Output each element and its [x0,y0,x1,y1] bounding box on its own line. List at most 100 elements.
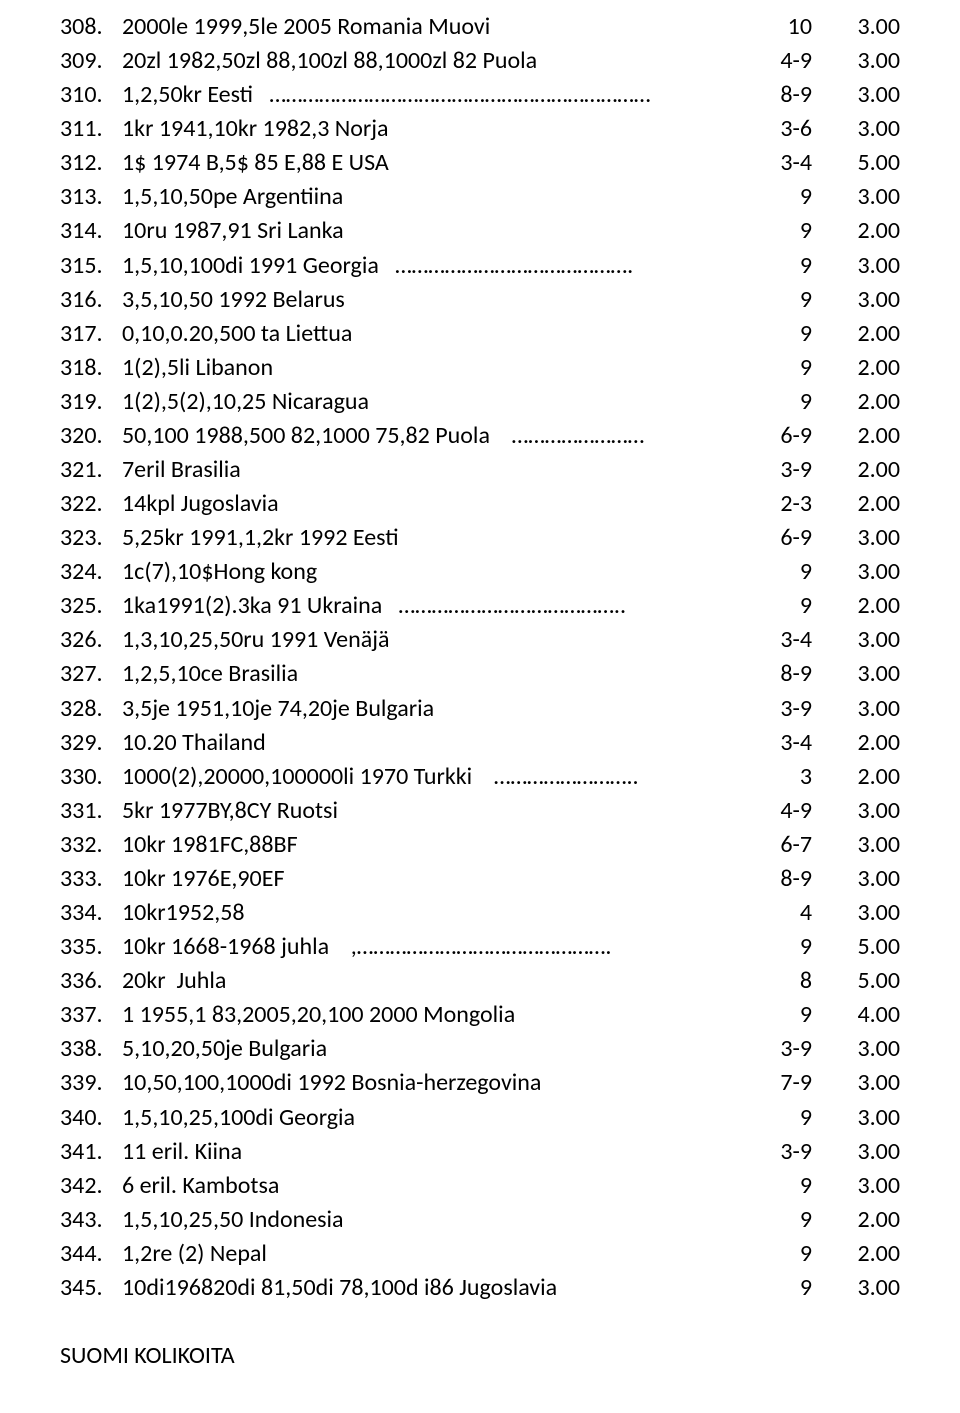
row-description: 11 eril. Kiina [122,1135,750,1169]
row-price: 2.00 [812,453,900,487]
row-condition: 9 [750,930,812,964]
table-row: 344.1,2re (2) Nepal92.00 [60,1237,900,1271]
table-row: 325.1ka1991(2).3ka 91 Ukraina …………………………… [60,589,900,623]
table-row: 341.11 eril. Kiina3-93.00 [60,1135,900,1169]
row-number: 322. [60,487,122,521]
table-row: 337.1 1955,1 83,2005,20,100 2000 Mongoli… [60,998,900,1032]
row-number: 312. [60,146,122,180]
row-description: 1kr 1941,10kr 1982,3 Norja [122,112,750,146]
row-price: 2.00 [812,419,900,453]
row-price: 2.00 [812,589,900,623]
row-price: 5.00 [812,964,900,998]
table-row: 339.10,50,100,1000di 1992 Bosnia-herzego… [60,1066,900,1100]
row-number: 327. [60,657,122,691]
row-number: 343. [60,1203,122,1237]
row-description: 1ka1991(2).3ka 91 Ukraina ………………………………….… [122,589,750,623]
row-description: 1(2),5li Libanon [122,351,750,385]
row-number: 311. [60,112,122,146]
row-condition: 9 [750,180,812,214]
row-number: 310. [60,78,122,112]
row-description: 50,100 1988,500 82,1000 75,82 Puola …………… [122,419,750,453]
row-number: 345. [60,1271,122,1305]
row-description: 3,5,10,50 1992 Belarus [122,283,750,317]
row-condition: 10 [750,10,812,44]
row-price: 3.00 [812,10,900,44]
table-row: 319.1(2),5(2),10,25 Nicaragua92.00 [60,385,900,419]
row-price: 2.00 [812,1237,900,1271]
row-condition: 6-9 [750,419,812,453]
table-row: 345.10di196820di 81,50di 78,100d i86 Jug… [60,1271,900,1305]
table-row: 323.5,25kr 1991,1,2kr 1992 Eesti6-93.00 [60,521,900,555]
table-row: 336.20kr Juhla85.00 [60,964,900,998]
row-condition: 7-9 [750,1066,812,1100]
row-description: 10,50,100,1000di 1992 Bosnia-herzegovina [122,1066,750,1100]
table-row: 329.10.20 Thailand3-42.00 [60,726,900,760]
row-description: 0,10,0.20,500 ta Liettua [122,317,750,351]
section-heading: SUOMI KOLIKOITA [60,1339,900,1373]
row-condition: 8-9 [750,862,812,896]
row-condition: 3-9 [750,453,812,487]
row-price: 3.00 [812,828,900,862]
row-number: 317. [60,317,122,351]
table-row: 333.10kr 1976E,90EF8-93.00 [60,862,900,896]
row-condition: 3-9 [750,692,812,726]
row-condition: 6-9 [750,521,812,555]
row-condition: 3-9 [750,1135,812,1169]
row-description: 1c(7),10$Hong kong [122,555,750,589]
table-row: 315.1,5,10,100di 1991 Georgia …………………………… [60,249,900,283]
row-condition: 9 [750,1169,812,1203]
row-number: 344. [60,1237,122,1271]
row-price: 3.00 [812,1032,900,1066]
row-condition: 4 [750,896,812,930]
row-description: 1,5,10,25,50 Indonesia [122,1203,750,1237]
row-price: 3.00 [812,44,900,78]
row-price: 3.00 [812,112,900,146]
table-row: 343.1,5,10,25,50 Indonesia92.00 [60,1203,900,1237]
row-condition: 3-6 [750,112,812,146]
row-number: 321. [60,453,122,487]
row-price: 3.00 [812,1066,900,1100]
row-condition: 2-3 [750,487,812,521]
table-row: 330.1000(2),20000,100000li 1970 Turkki …… [60,760,900,794]
table-row: 308.2000le 1999,5le 2005 Romania Muovi10… [60,10,900,44]
row-number: 326. [60,623,122,657]
row-number: 332. [60,828,122,862]
row-price: 2.00 [812,760,900,794]
table-row: 338.5,10,20,50je Bulgaria3-93.00 [60,1032,900,1066]
table-row: 322.14kpl Jugoslavia2-32.00 [60,487,900,521]
row-price: 3.00 [812,896,900,930]
row-number: 328. [60,692,122,726]
row-price: 3.00 [812,657,900,691]
row-number: 318. [60,351,122,385]
row-condition: 9 [750,555,812,589]
row-price: 2.00 [812,385,900,419]
row-description: 5kr 1977BY,8CY Ruotsi [122,794,750,828]
table-row: 320.50,100 1988,500 82,1000 75,82 Puola … [60,419,900,453]
row-description: 10kr 1981FC,88BF [122,828,750,862]
row-number: 309. [60,44,122,78]
row-number: 331. [60,794,122,828]
row-condition: 9 [750,1101,812,1135]
table-row: 324.1c(7),10$Hong kong93.00 [60,555,900,589]
row-number: 335. [60,930,122,964]
row-description: 10kr 1668-1968 juhla ,………………………………………. [122,930,750,964]
row-number: 320. [60,419,122,453]
row-description: 5,10,20,50je Bulgaria [122,1032,750,1066]
table-row: 340.1,5,10,25,100di Georgia93.00 [60,1101,900,1135]
row-description: 10kr1952,58 [122,896,750,930]
row-price: 5.00 [812,146,900,180]
row-description: 1,3,10,25,50ru 1991 Venäjä [122,623,750,657]
row-price: 3.00 [812,623,900,657]
row-number: 314. [60,214,122,248]
row-number: 340. [60,1101,122,1135]
row-number: 337. [60,998,122,1032]
row-description: 3,5je 1951,10je 74,20je Bulgaria [122,692,750,726]
table-row: 335.10kr 1668-1968 juhla ,……………………………………… [60,930,900,964]
row-description: 20zl 1982,50zl 88,100zl 88,1000zl 82 Puo… [122,44,750,78]
row-price: 3.00 [812,249,900,283]
row-price: 3.00 [812,521,900,555]
row-number: 316. [60,283,122,317]
row-condition: 9 [750,998,812,1032]
table-row: 313.1,5,10,50pe Argentiina93.00 [60,180,900,214]
row-description: 1(2),5(2),10,25 Nicaragua [122,385,750,419]
